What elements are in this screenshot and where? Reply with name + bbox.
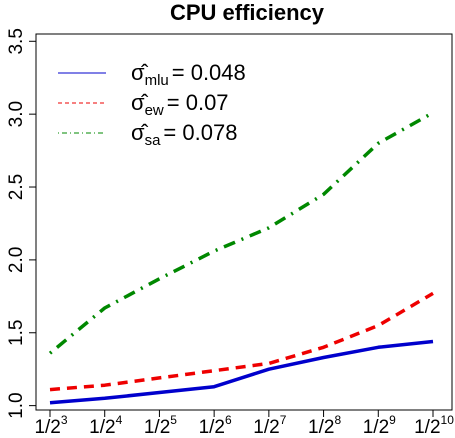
- chart-title: CPU efficiency: [170, 0, 325, 25]
- plot-frame: [35, 33, 453, 411]
- x-tick-label: 1/29: [363, 413, 396, 438]
- legend-label-ew: σ̂ew = 0.07: [131, 90, 229, 119]
- legend-label-sa: σ̂sa = 0.078: [131, 120, 237, 149]
- x-tick-label: 1/28: [308, 413, 341, 438]
- y-tick-label: 3.5: [6, 28, 27, 54]
- x-tick-label: 1/25: [144, 413, 177, 438]
- y-tick-label: 1.0: [6, 392, 27, 418]
- y-tick-label: 3.0: [6, 101, 27, 127]
- x-tick-label: 1/24: [89, 413, 122, 438]
- series-line-mlu: [49, 339, 434, 405]
- x-tick-label: 1/27: [253, 413, 286, 438]
- series-lines: [48, 111, 434, 405]
- series-line-sa: [48, 111, 434, 355]
- y-tick-label: 2.5: [6, 174, 27, 200]
- series-line-ew: [49, 291, 434, 392]
- x-tick-label: 1/23: [34, 413, 67, 438]
- legend-label-mlu: σ̂mlu = 0.048: [131, 60, 246, 89]
- x-tick-label: 1/26: [199, 413, 232, 438]
- x-tick-label: 1/210: [414, 413, 454, 438]
- y-tick-label: 2.0: [6, 247, 27, 273]
- plot-axes: 1/23 1/24 1/25 1/26 1/27 1/28 1/29 1/210 1.0 1.5 2…: [6, 28, 454, 438]
- y-tick-label: 1.5: [6, 320, 27, 346]
